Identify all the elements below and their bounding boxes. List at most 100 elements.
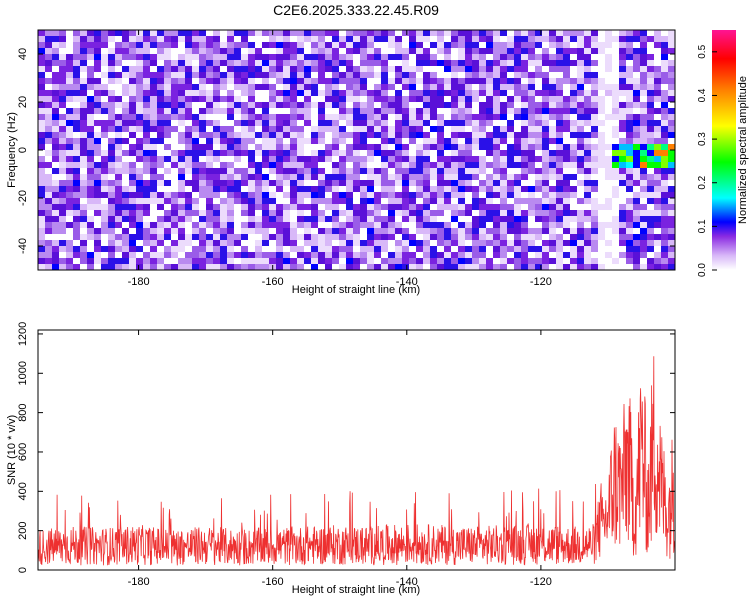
heatmap-cell (213, 228, 220, 234)
heatmap-cell (353, 162, 360, 168)
heatmap-cell (549, 66, 556, 72)
heatmap-cell (388, 258, 395, 264)
heatmap-cell (507, 150, 514, 156)
heatmap-cell (346, 192, 353, 198)
heatmap-cell (570, 192, 577, 198)
heatmap-cell (388, 228, 395, 234)
heatmap-cell (577, 180, 584, 186)
heatmap-cell (549, 156, 556, 162)
heatmap-cell (164, 246, 171, 252)
heatmap-cell (563, 180, 570, 186)
heatmap-cell (206, 240, 213, 246)
heatmap-cell (647, 120, 654, 126)
heatmap-cell (668, 216, 675, 222)
heatmap-cell (178, 204, 185, 210)
heatmap-cell (297, 210, 304, 216)
heatmap-cell (227, 228, 234, 234)
heatmap-cell (479, 72, 486, 78)
heatmap-cell (521, 216, 528, 222)
heatmap-cell (178, 150, 185, 156)
heatmap-cell (521, 132, 528, 138)
heatmap-cell (626, 96, 633, 102)
heatmap-cell (346, 90, 353, 96)
heatmap-cell (528, 264, 535, 270)
heatmap-cell (290, 102, 297, 108)
heatmap-cell (493, 30, 500, 36)
heatmap-cell (430, 234, 437, 240)
heatmap-cell (157, 30, 164, 36)
heatmap-cell (654, 78, 661, 84)
heatmap-cell (101, 60, 108, 66)
heatmap-cell (486, 144, 493, 150)
y-tick-label: 1000 (17, 361, 29, 385)
heatmap-cell (143, 42, 150, 48)
heatmap-cell (668, 144, 675, 150)
heatmap-cell (577, 222, 584, 228)
heatmap-cell (80, 180, 87, 186)
heatmap-cell (612, 126, 619, 132)
heatmap-cell (157, 66, 164, 72)
heatmap-cell (395, 240, 402, 246)
heatmap-cell (549, 96, 556, 102)
heatmap-cell (542, 174, 549, 180)
heatmap-cell (290, 258, 297, 264)
heatmap-cell (332, 246, 339, 252)
heatmap-cell (220, 252, 227, 258)
heatmap-cell (220, 186, 227, 192)
heatmap-cell (185, 90, 192, 96)
heatmap-cell (87, 120, 94, 126)
heatmap-cell (465, 144, 472, 150)
heatmap-cell (584, 144, 591, 150)
heatmap-cell (360, 36, 367, 42)
heatmap-cell (542, 246, 549, 252)
heatmap-cell (325, 198, 332, 204)
heatmap-cell (192, 120, 199, 126)
heatmap-cell (444, 204, 451, 210)
heatmap-cell (269, 114, 276, 120)
heatmap-cell (248, 258, 255, 264)
heatmap-cell (654, 30, 661, 36)
heatmap-cell (514, 96, 521, 102)
heatmap-cell (374, 210, 381, 216)
heatmap-cell (367, 204, 374, 210)
heatmap-cell (129, 114, 136, 120)
heatmap-cell (101, 162, 108, 168)
heatmap-cell (213, 192, 220, 198)
heatmap-cell (241, 126, 248, 132)
heatmap-cell (353, 114, 360, 120)
heatmap-cell (122, 90, 129, 96)
heatmap-cell (283, 192, 290, 198)
heatmap-cell (507, 96, 514, 102)
heatmap-cell (269, 210, 276, 216)
heatmap-cell (143, 114, 150, 120)
heatmap-cell (101, 192, 108, 198)
heatmap-cell (465, 258, 472, 264)
heatmap-cell (514, 156, 521, 162)
heatmap-cell (318, 60, 325, 66)
heatmap-cell (38, 180, 45, 186)
heatmap-cell (486, 132, 493, 138)
heatmap-cell (472, 198, 479, 204)
heatmap-cell (514, 186, 521, 192)
heatmap-cell (493, 192, 500, 198)
heatmap-cell (626, 90, 633, 96)
heatmap-cell (500, 84, 507, 90)
heatmap-cell (605, 36, 612, 42)
heatmap-cell (388, 162, 395, 168)
heatmap-cell (451, 126, 458, 132)
heatmap-cell (458, 96, 465, 102)
heatmap-cell (129, 78, 136, 84)
heatmap-cell (332, 102, 339, 108)
heatmap-cell (402, 132, 409, 138)
heatmap-cell (66, 174, 73, 180)
heatmap-cell (402, 126, 409, 132)
heatmap-cell (626, 180, 633, 186)
heatmap-cell (486, 138, 493, 144)
heatmap-cell (605, 144, 612, 150)
heatmap-cell (66, 72, 73, 78)
heatmap-cell (108, 36, 115, 42)
heatmap-cell (87, 30, 94, 36)
heatmap-cell (472, 258, 479, 264)
heatmap-cell (549, 138, 556, 144)
heatmap-cell (472, 30, 479, 36)
